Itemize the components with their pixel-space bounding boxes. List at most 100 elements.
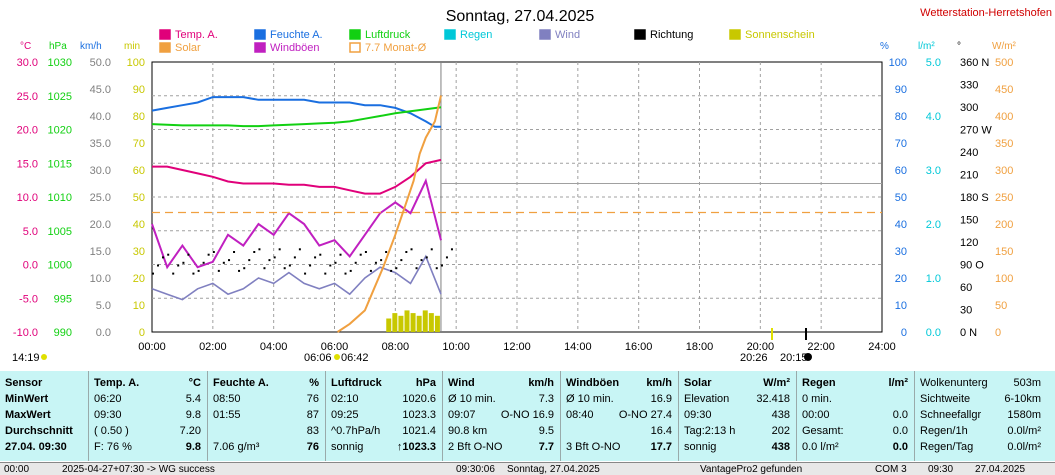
cell-label: 06:20: [94, 393, 122, 405]
cell-label: 02:10: [331, 393, 359, 405]
direction-dot: [293, 256, 296, 259]
col-unit: km/h: [528, 377, 554, 389]
direction-dot: [329, 264, 332, 267]
direction-dot: [425, 256, 428, 259]
cell-value: 9.8: [185, 441, 201, 453]
legend-label: Sonnenschein: [745, 29, 815, 41]
tick-x: 12:00: [503, 341, 531, 353]
cell-label: Tag:2:13 h: [684, 425, 736, 437]
cell-value: 0.0: [892, 441, 908, 453]
tick-dir: 30: [960, 305, 972, 317]
table-col-solar: Solar W/m² Elevation 32.418 09:30 438 Tag:2:13…: [679, 371, 797, 461]
status-clock: 09:30:06: [456, 464, 495, 475]
direction-dot: [258, 248, 261, 251]
tick-rain: 4.0: [926, 111, 941, 123]
cell-label: ^0.7hPa/h: [331, 425, 381, 437]
direction-dot: [324, 272, 327, 275]
legend-label: Windböen: [270, 42, 320, 54]
series-sonnenschein-bar: [434, 315, 440, 332]
tick-x: 04:00: [260, 341, 288, 353]
axis-unit-hum: %: [880, 41, 889, 52]
cell-label: 08:40: [566, 409, 594, 421]
tick-wind: 30.0: [90, 165, 111, 177]
cell-value: O-NO 27.4: [618, 409, 672, 421]
direction-dot: [207, 253, 210, 256]
series-windb-en: [151, 177, 442, 270]
direction-dot: [253, 251, 256, 253]
tick-dir: 240: [960, 147, 978, 159]
cell-value: O-NO 16.9: [500, 409, 554, 421]
extra-label: Regen/Tag: [920, 441, 974, 453]
tick-x: 18:00: [686, 341, 714, 353]
tick-dir: 90 O: [960, 260, 984, 272]
col-title: Windböen: [566, 377, 620, 389]
direction-dot: [248, 259, 251, 262]
tick-solar: 0: [995, 327, 1001, 339]
cell-label: Ø 10 min.: [566, 393, 614, 405]
legend-swatch: [254, 42, 266, 53]
col-title: Wind: [448, 377, 475, 389]
tick-x: 00:00: [138, 341, 166, 353]
cell-value: 7.3: [538, 393, 554, 405]
cell-value: 1021.4: [402, 425, 436, 437]
tick-x: 22:00: [807, 341, 835, 353]
tick-solar: 300: [995, 165, 1013, 177]
cell-value: 76: [306, 393, 319, 405]
table-col-sensor: Sensor MinWert MaxWert Durchschnitt 27.0…: [0, 371, 89, 461]
direction-dot: [390, 269, 393, 272]
chart-title: Sonntag, 27.04.2025: [446, 8, 595, 25]
tick-temp: 30.0: [17, 57, 38, 69]
tick-dir: 180 S: [960, 192, 989, 204]
cell-value: 1023.3: [402, 409, 436, 421]
direction-dot: [238, 269, 241, 272]
tick-dir: 120: [960, 237, 978, 249]
direction-dot: [167, 253, 170, 256]
sun-icon: [334, 354, 340, 360]
cell-value: 1020.6: [402, 393, 436, 405]
tick-solar: 100: [995, 273, 1013, 285]
cell-value: 438: [771, 409, 790, 421]
tick-wind: 5.0: [96, 300, 111, 312]
series-sonnenschein-bar: [392, 313, 398, 332]
extra-value: 0.0l/m²: [1007, 441, 1041, 453]
tick-wind: 15.0: [90, 246, 111, 258]
legend-swatch: [444, 29, 456, 40]
tick-temp: 25.0: [17, 91, 38, 103]
legend-label: Solar: [175, 42, 201, 54]
tick-press: 1030: [48, 57, 72, 69]
tick-sun: 40: [133, 219, 145, 231]
table-col-temp: Temp. A. °C 06:20 5.4 09:30 9.8 ( 0.50 ) 7.20 F:…: [89, 371, 208, 461]
legend-label: Luftdruck: [365, 29, 411, 41]
tick-temp: 10.0: [17, 192, 38, 204]
tick-wind: 50.0: [90, 57, 111, 69]
tick-sun: 80: [133, 111, 145, 123]
direction-dot: [273, 256, 276, 259]
moon-time: 14:19: [12, 352, 40, 364]
tick-press: 1020: [48, 125, 72, 137]
tick-solar: 450: [995, 84, 1013, 96]
tick-wind: 20.0: [90, 219, 111, 231]
tick-hum: 40: [895, 219, 907, 231]
cell-label: 7.06 g/m³: [213, 441, 260, 453]
cell-value: 32.418: [756, 393, 790, 405]
col-unit: °C: [188, 377, 201, 389]
tick-temp: 15.0: [17, 158, 38, 170]
cell-value: 7.20: [179, 425, 201, 437]
col-title: Feuchte A.: [213, 377, 269, 389]
tick-hum: 100: [889, 57, 907, 69]
direction-dot: [395, 267, 398, 270]
tick-solar: 250: [995, 192, 1013, 204]
tick-x: 06:00: [321, 341, 349, 353]
legend-swatch: [349, 42, 361, 53]
tick-press: 1025: [48, 91, 72, 103]
tick-wind: 10.0: [90, 273, 111, 285]
legend-swatch: [539, 29, 551, 40]
tick-sun: 20: [133, 273, 145, 285]
legend-label: Temp. A.: [175, 29, 218, 41]
tick-dir: 270 W: [960, 125, 992, 137]
extra-value: 503m: [1013, 377, 1041, 389]
tick-sun: 100: [127, 57, 145, 69]
tick-hum: 0: [901, 327, 907, 339]
axis-unit-sun: min: [124, 41, 140, 52]
tick-wind: 35.0: [90, 138, 111, 150]
